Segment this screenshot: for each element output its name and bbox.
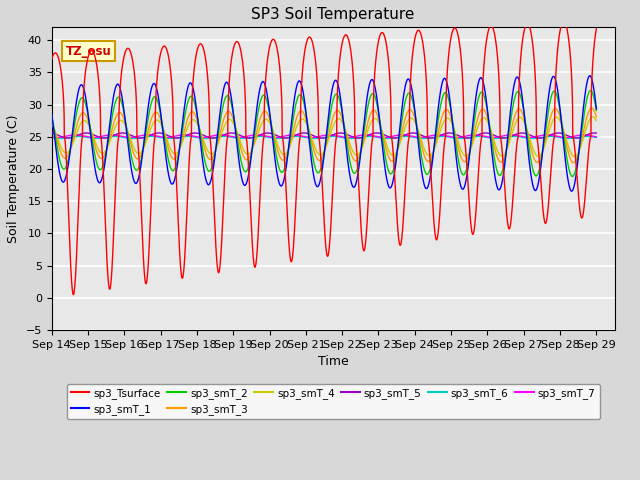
sp3_smT_2 — [378, 133, 386, 139]
sp3_smT_4 — [309, 140, 317, 146]
Line: sp3_smT_6: sp3_smT_6 — [52, 136, 596, 138]
sp3_smT_4 — [264, 118, 272, 124]
sp3_smT_2 — [228, 106, 236, 111]
sp3_smT_5 — [48, 130, 56, 136]
sp3_smT_1 — [309, 170, 317, 176]
sp3_Tsurface — [593, 26, 600, 32]
sp3_smT_5 — [64, 135, 72, 141]
sp3_smT_4 — [228, 119, 236, 124]
sp3_smT_4 — [568, 151, 575, 157]
sp3_smT_2 — [568, 173, 575, 179]
sp3_Tsurface — [560, 18, 568, 24]
sp3_smT_6 — [57, 135, 65, 141]
sp3_smT_3 — [264, 113, 272, 119]
sp3_smT_1 — [593, 106, 600, 112]
sp3_smT_7 — [48, 134, 56, 140]
sp3_smT_5 — [310, 133, 317, 139]
Line: sp3_Tsurface: sp3_Tsurface — [52, 21, 596, 295]
sp3_smT_1 — [568, 188, 575, 194]
sp3_smT_7 — [53, 134, 61, 140]
sp3_smT_4 — [378, 128, 386, 134]
Line: sp3_smT_2: sp3_smT_2 — [52, 91, 596, 177]
sp3_smT_2 — [309, 156, 317, 162]
sp3_smT_1 — [586, 73, 594, 79]
Y-axis label: Soil Temperature (C): Soil Temperature (C) — [7, 114, 20, 243]
sp3_smT_3 — [588, 105, 595, 111]
sp3_smT_7 — [568, 134, 576, 140]
sp3_Tsurface — [265, 49, 273, 55]
sp3_Tsurface — [228, 50, 236, 56]
sp3_smT_7 — [310, 134, 317, 140]
sp3_smT_1 — [48, 110, 56, 116]
sp3_smT_6 — [379, 135, 387, 141]
sp3_smT_2 — [593, 108, 600, 113]
Line: sp3_smT_1: sp3_smT_1 — [52, 76, 596, 191]
Line: sp3_smT_4: sp3_smT_4 — [52, 117, 596, 156]
Legend: sp3_Tsurface, sp3_smT_1, sp3_smT_2, sp3_smT_3, sp3_smT_4, sp3_smT_5, sp3_smT_6, : sp3_Tsurface, sp3_smT_1, sp3_smT_2, sp3_… — [67, 384, 600, 419]
sp3_smT_3 — [568, 158, 575, 164]
sp3_smT_6 — [157, 134, 164, 140]
sp3_smT_4 — [48, 121, 56, 127]
sp3_smT_1 — [264, 100, 272, 106]
sp3_smT_2 — [264, 104, 272, 110]
sp3_smT_5 — [265, 130, 273, 136]
sp3_smT_7 — [265, 134, 273, 140]
Line: sp3_smT_3: sp3_smT_3 — [52, 108, 596, 163]
sp3_smT_5 — [83, 130, 90, 136]
sp3_smT_3 — [570, 160, 577, 166]
sp3_smT_6 — [568, 135, 576, 141]
sp3_Tsurface — [568, 84, 576, 89]
sp3_smT_6 — [75, 133, 83, 139]
sp3_smT_7 — [72, 132, 79, 138]
sp3_smT_1 — [156, 107, 164, 112]
sp3_smT_7 — [157, 134, 164, 140]
sp3_smT_5 — [228, 130, 236, 136]
sp3_smT_3 — [228, 114, 236, 120]
sp3_smT_1 — [568, 188, 576, 194]
sp3_Tsurface — [310, 44, 317, 49]
sp3_smT_7 — [228, 134, 236, 140]
Line: sp3_smT_7: sp3_smT_7 — [52, 135, 596, 137]
sp3_smT_3 — [593, 114, 600, 120]
sp3_smT_5 — [157, 130, 164, 136]
sp3_smT_1 — [228, 102, 236, 108]
sp3_smT_2 — [48, 112, 56, 118]
sp3_smT_5 — [593, 130, 600, 136]
X-axis label: Time: Time — [317, 355, 348, 369]
sp3_smT_3 — [378, 130, 386, 135]
Text: TZ_osu: TZ_osu — [66, 45, 111, 58]
sp3_Tsurface — [378, 30, 386, 36]
sp3_smT_6 — [265, 134, 273, 140]
sp3_smT_6 — [593, 134, 600, 140]
sp3_smT_4 — [571, 154, 579, 159]
sp3_smT_7 — [593, 134, 600, 140]
sp3_smT_3 — [309, 145, 317, 151]
sp3_smT_4 — [589, 114, 596, 120]
sp3_smT_2 — [587, 88, 595, 94]
sp3_smT_4 — [593, 118, 600, 123]
sp3_smT_4 — [156, 120, 164, 125]
sp3_smT_3 — [156, 116, 164, 121]
sp3_smT_6 — [48, 134, 56, 140]
sp3_smT_5 — [379, 131, 387, 137]
Title: SP3 Soil Temperature: SP3 Soil Temperature — [252, 7, 415, 22]
sp3_smT_3 — [48, 117, 56, 123]
sp3_Tsurface — [48, 57, 56, 63]
Line: sp3_smT_5: sp3_smT_5 — [52, 133, 596, 138]
sp3_smT_7 — [379, 134, 387, 140]
sp3_smT_2 — [568, 174, 576, 180]
sp3_Tsurface — [70, 292, 77, 298]
sp3_smT_2 — [156, 109, 164, 115]
sp3_smT_5 — [568, 134, 576, 140]
sp3_smT_6 — [310, 135, 317, 141]
sp3_smT_6 — [228, 134, 236, 140]
sp3_smT_1 — [378, 141, 386, 147]
sp3_Tsurface — [157, 51, 164, 57]
